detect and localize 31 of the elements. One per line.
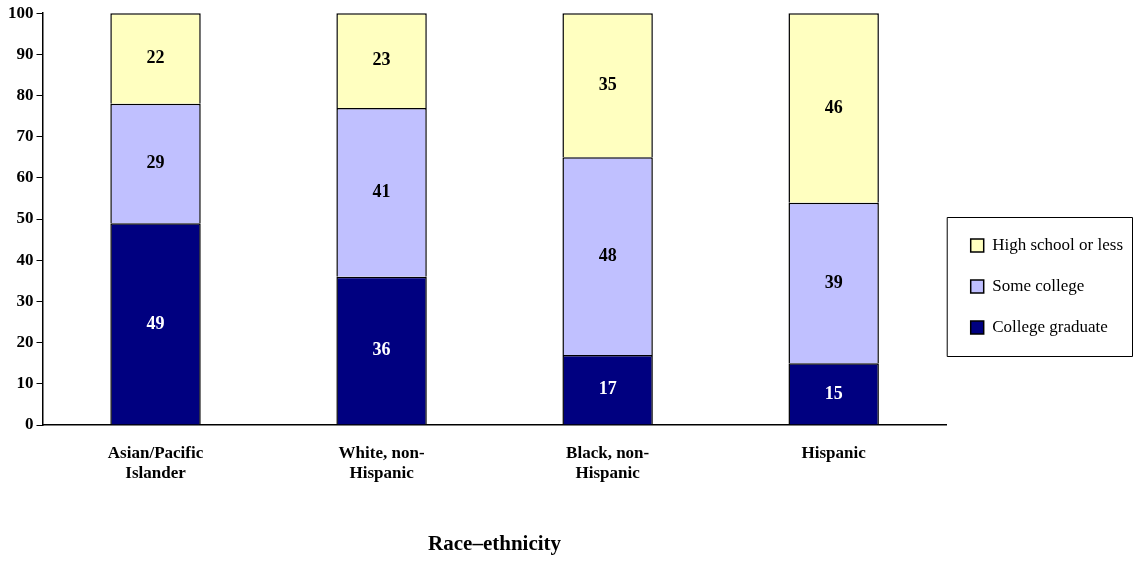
x-tick-label: Black, non-Hispanic	[566, 442, 650, 482]
y-tick-label: 30	[16, 290, 34, 310]
data-label: 49	[146, 312, 165, 333]
y-tick-label: 100	[8, 2, 34, 22]
data-label: 29	[146, 152, 165, 173]
y-tick-label: 10	[16, 373, 34, 393]
y-tick-label: 60	[16, 167, 34, 187]
data-label: 46	[824, 96, 843, 117]
y-tick-label: 50	[16, 208, 34, 228]
data-label: 39	[824, 271, 843, 292]
data-label: 17	[598, 378, 617, 399]
y-tick-label: 70	[16, 126, 34, 146]
data-label: 22	[146, 47, 165, 68]
data-label: 48	[598, 244, 617, 265]
x-tick-label: White, non-Hispanic	[338, 442, 425, 482]
x-axis-title: Race–ethnicity	[428, 530, 562, 555]
y-tick-label: 40	[16, 249, 34, 269]
data-label: 41	[372, 180, 391, 201]
legend-label: Some college	[992, 275, 1085, 295]
y-tick-label: 20	[16, 332, 34, 352]
data-label: 15	[824, 382, 843, 403]
x-tick-label: Hispanic	[801, 442, 867, 462]
data-label: 35	[598, 73, 617, 94]
data-label: 36	[372, 339, 391, 360]
y-tick-label: 90	[16, 43, 34, 63]
x-tick-label: Asian/Pacific Islander	[107, 442, 204, 482]
data-label: 23	[372, 49, 391, 70]
y-tick-label: 0	[25, 414, 34, 434]
y-tick-label: 80	[16, 84, 34, 104]
legend-label: College graduate	[992, 316, 1108, 336]
legend-label: High school or less	[992, 234, 1123, 254]
